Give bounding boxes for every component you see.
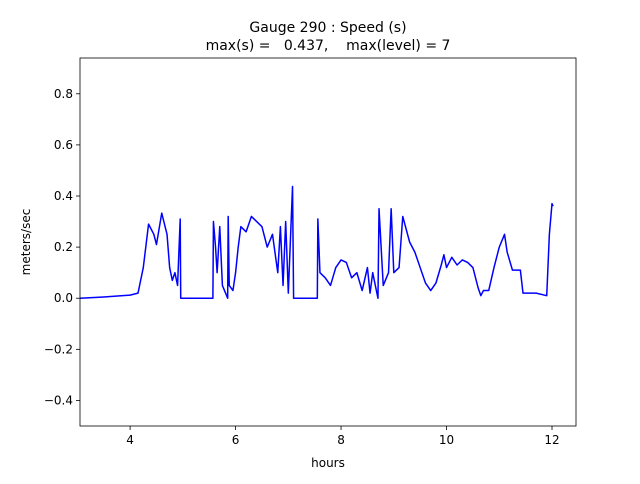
- y-axis-label: meters/sec: [19, 209, 33, 276]
- x-tick-label: 8: [337, 433, 345, 447]
- x-tick-label: 12: [544, 433, 559, 447]
- x-tick-label: 6: [232, 433, 240, 447]
- y-tick-label: 0.6: [54, 138, 73, 152]
- y-tick-label: −0.4: [44, 393, 73, 407]
- chart-subtitle: max(s) = 0.437, max(level) = 7: [206, 38, 451, 54]
- data-line: [79, 185, 554, 299]
- y-tick-label: −0.2: [44, 342, 73, 356]
- x-axis-label: hours: [311, 456, 345, 470]
- x-tick-label: 10: [439, 433, 454, 447]
- y-tick-label: 0.8: [54, 87, 73, 101]
- y-tick-label: 0.2: [54, 240, 73, 254]
- chart-title: Gauge 290 : Speed (s): [249, 20, 406, 36]
- y-tick-label: 0.4: [54, 189, 73, 203]
- y-tick-label: 0.0: [54, 291, 73, 305]
- plot-frame: [79, 57, 577, 427]
- x-tick-label: 4: [126, 433, 134, 447]
